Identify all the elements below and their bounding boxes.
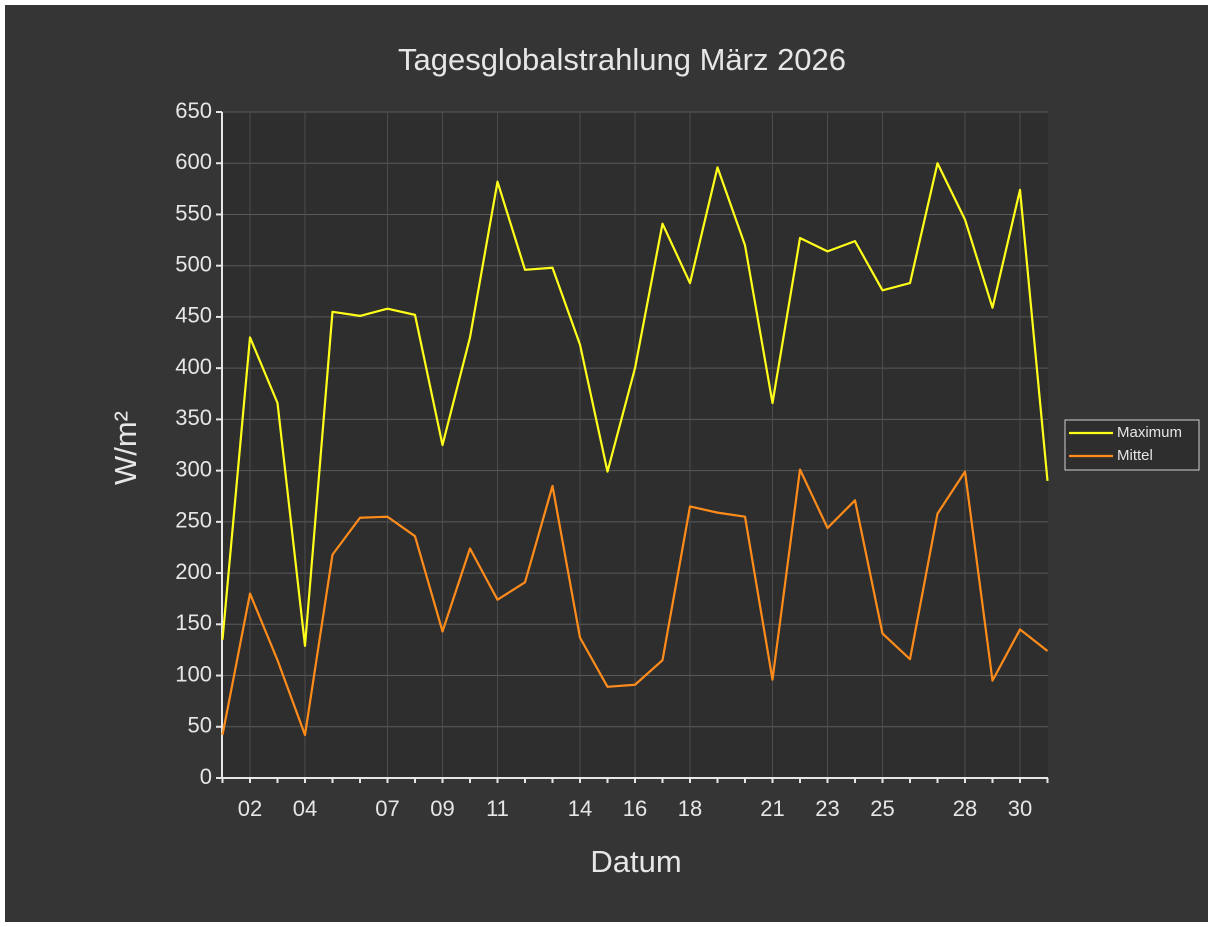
y-tick-label: 400 bbox=[175, 354, 212, 379]
y-tick-label: 200 bbox=[175, 559, 212, 584]
y-tick-label: 0 bbox=[200, 764, 212, 789]
x-tick-label: 02 bbox=[238, 796, 262, 821]
y-tick-label: 100 bbox=[175, 661, 212, 686]
line-series bbox=[221, 162, 1049, 647]
x-tick-label: 18 bbox=[678, 796, 702, 821]
x-tick-label: 16 bbox=[623, 796, 647, 821]
x-tick-label: 28 bbox=[953, 796, 977, 821]
y-tick-label: 350 bbox=[175, 405, 212, 430]
line-series bbox=[221, 468, 1049, 737]
y-tick-label: 500 bbox=[175, 252, 212, 277]
x-tick-label: 21 bbox=[760, 796, 784, 821]
x-tick-label: 23 bbox=[815, 796, 839, 821]
y-axis-label: W/m² bbox=[108, 411, 143, 485]
x-tick-label: 04 bbox=[293, 796, 317, 821]
legend-label: Maximum bbox=[1117, 424, 1182, 441]
y-tick-label: 600 bbox=[175, 149, 212, 174]
y-tick-label: 550 bbox=[175, 200, 212, 225]
legend-box bbox=[1064, 419, 1200, 471]
x-axis-label: Datum bbox=[590, 844, 681, 879]
y-tick-label: 450 bbox=[175, 303, 212, 328]
x-tick-label: 07 bbox=[375, 796, 399, 821]
x-tick-label: 09 bbox=[430, 796, 454, 821]
x-tick-label: 14 bbox=[568, 796, 592, 821]
y-tick-label: 650 bbox=[175, 98, 212, 123]
legend-label: Mittel bbox=[1117, 447, 1153, 464]
y-tick-label: 150 bbox=[175, 610, 212, 635]
y-tick-label: 250 bbox=[175, 508, 212, 533]
chart-title: Tagesglobalstrahlung März 2026 bbox=[398, 42, 846, 77]
x-tick-label: 11 bbox=[486, 796, 509, 821]
y-tick-label: 50 bbox=[188, 713, 212, 738]
y-tick-label: 300 bbox=[175, 456, 212, 481]
x-tick-label: 25 bbox=[870, 796, 894, 821]
x-tick-label: 30 bbox=[1008, 796, 1032, 821]
